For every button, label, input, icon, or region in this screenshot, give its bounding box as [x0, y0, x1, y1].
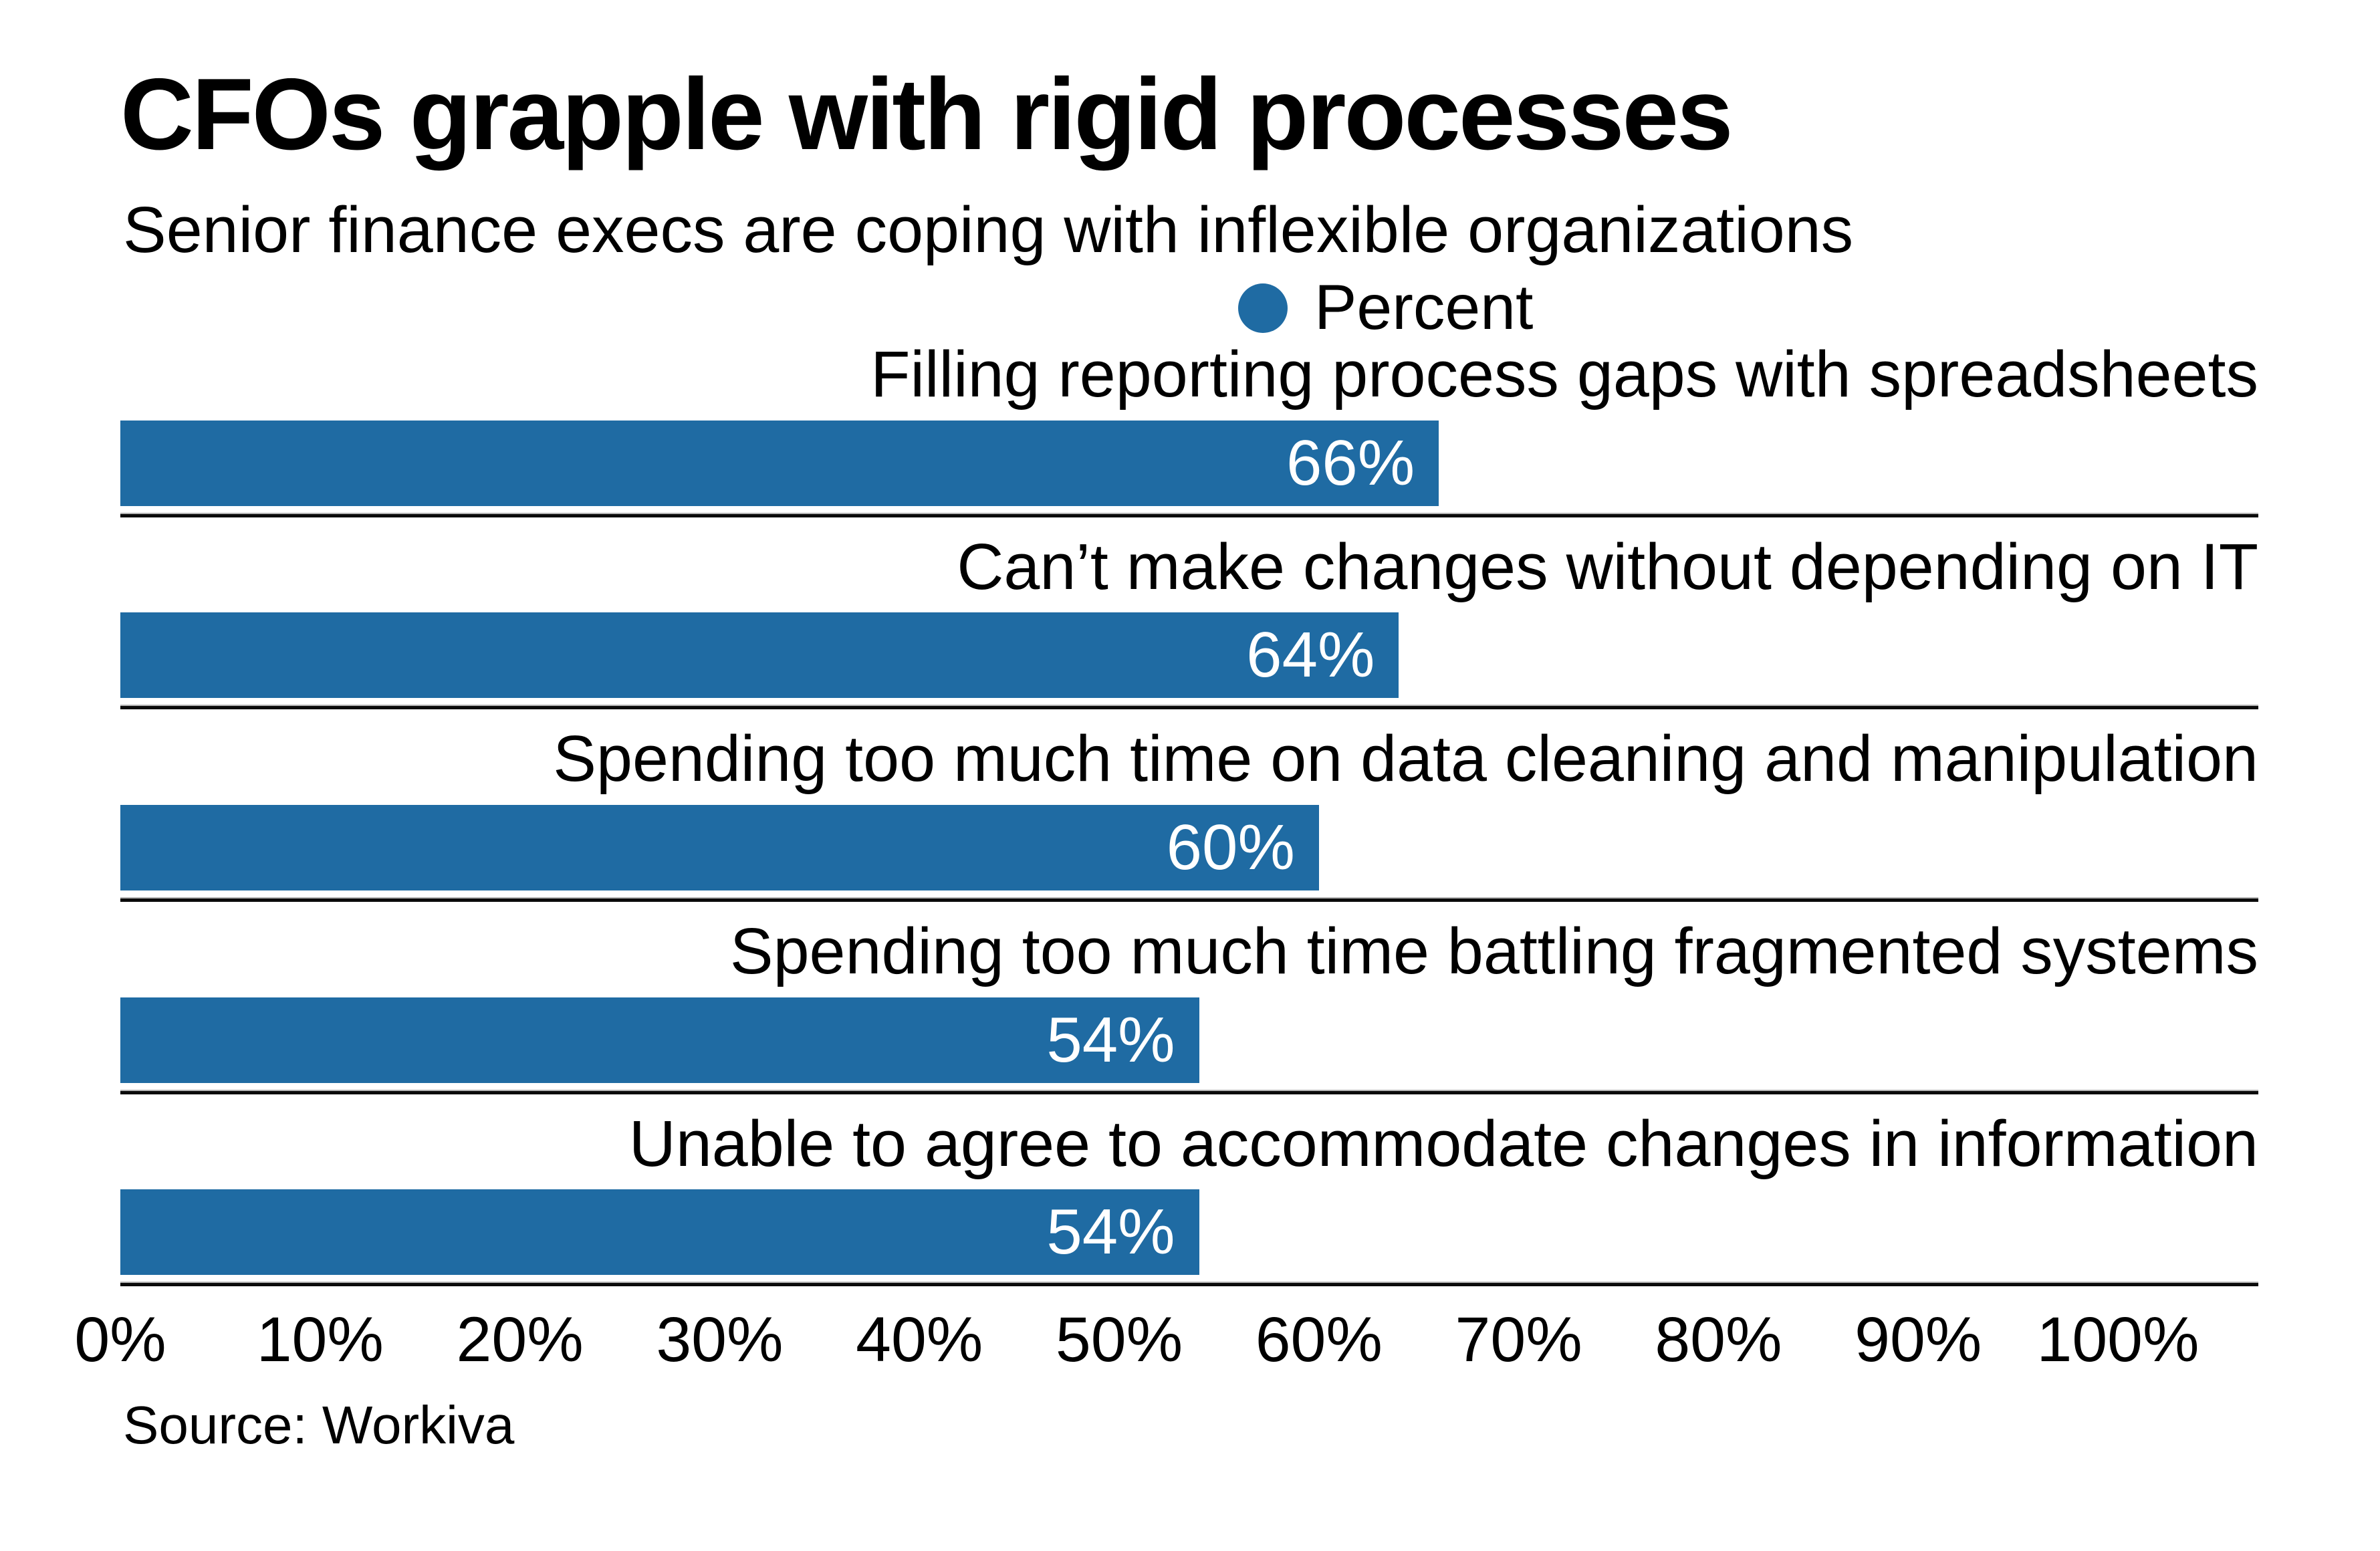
- bar-track: 64%: [120, 612, 2258, 699]
- bar-value-label: 54%: [1046, 1003, 1175, 1076]
- bar-row: Filling reporting process gaps with spre…: [120, 338, 2258, 517]
- chart-title: CFOs grapple with rigid processes: [120, 57, 1734, 171]
- bar: 66%: [120, 420, 1439, 506]
- x-axis-tick-label: 70%: [1455, 1304, 1582, 1375]
- bar-value-label: 64%: [1246, 619, 1375, 691]
- row-separator-line: [120, 897, 2258, 902]
- bar: 60%: [120, 804, 1319, 890]
- legend-dot-icon: [1238, 283, 1288, 333]
- x-axis-tick-label: 90%: [1855, 1304, 1982, 1375]
- category-label: Spending too much time battling fragment…: [729, 914, 2258, 987]
- bar: 54%: [120, 1189, 1199, 1276]
- bar-value-label: 54%: [1046, 1196, 1175, 1268]
- x-axis-tick-label: 10%: [256, 1304, 384, 1375]
- category-label: Can’t make changes without depending on …: [957, 529, 2258, 603]
- bar-track: 60%: [120, 804, 2258, 890]
- bar-row: Spending too much time battling fragment…: [120, 915, 2258, 1094]
- row-separator-line: [120, 705, 2258, 710]
- bar-value-label: 66%: [1286, 427, 1415, 499]
- row-separator-line: [120, 1282, 2258, 1287]
- x-axis-tick-label: 20%: [456, 1304, 584, 1375]
- bar: 64%: [120, 612, 1399, 699]
- category-label: Unable to agree to accommodate changes i…: [628, 1106, 2258, 1180]
- bar-track: 54%: [120, 997, 2258, 1083]
- x-axis-tick-label: 100%: [2036, 1304, 2199, 1375]
- bar-row: Spending too much time on data cleaning …: [120, 723, 2258, 902]
- bar-track: 54%: [120, 1189, 2258, 1276]
- x-axis-tick-label: 30%: [656, 1304, 784, 1375]
- category-label: Filling reporting process gaps with spre…: [870, 338, 2258, 410]
- row-separator-line: [120, 1089, 2258, 1094]
- row-separator-line: [120, 512, 2258, 517]
- source-note: Source: Workiva: [123, 1395, 515, 1455]
- bar: 54%: [120, 997, 1199, 1083]
- x-axis: 0% 10% 20% 30% 40% 50% 60% 70% 80% 90% 1…: [74, 1304, 2258, 1381]
- legend-label: Percent: [1314, 272, 1534, 343]
- category-label: Spending too much time on data cleaning …: [553, 722, 2258, 796]
- x-axis-tick-label: 40%: [856, 1304, 983, 1375]
- bar-row: Unable to agree to accommodate changes i…: [120, 1106, 2258, 1287]
- bar-track: 66%: [120, 420, 2258, 506]
- legend: Percent: [1238, 271, 1533, 344]
- bar-chart-plot-area: Filling reporting process gaps with spre…: [120, 338, 2258, 1300]
- x-axis-tick-label: 80%: [1655, 1304, 1782, 1375]
- bar-value-label: 60%: [1166, 811, 1295, 883]
- x-axis-tick-label: 0%: [74, 1304, 166, 1375]
- bar-row: Can’t make changes without depending on …: [120, 529, 2258, 710]
- x-axis-tick-label: 50%: [1055, 1304, 1183, 1375]
- x-axis-tick-label: 60%: [1255, 1304, 1383, 1375]
- chart-subtitle: Senior finance execs are coping with inf…: [123, 193, 1854, 266]
